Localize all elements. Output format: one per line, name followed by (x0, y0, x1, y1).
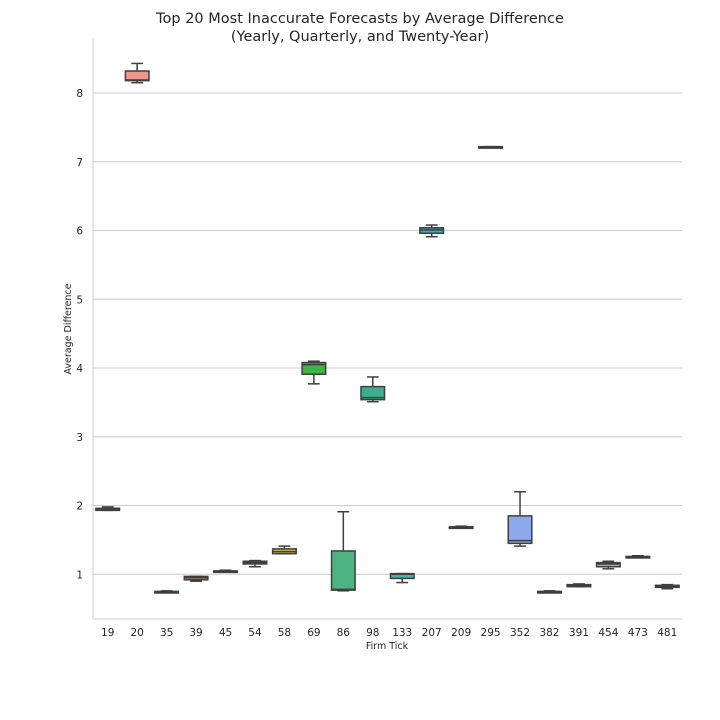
box-19 (95, 506, 121, 512)
axes (92, 38, 682, 620)
chart-title-line-2: (Yearly, Quarterly, and Twenty-Year) (230, 29, 490, 45)
y-tick-label-2: 2 (76, 501, 83, 513)
box-295 (478, 145, 504, 149)
x-tick-label-473: 473 (628, 627, 648, 639)
box-98 (360, 376, 386, 403)
box-35 (154, 590, 180, 594)
x-tick-label-382: 382 (539, 627, 559, 639)
gridlines (93, 92, 682, 575)
box-473 (625, 554, 651, 559)
x-tick-label-295: 295 (481, 627, 501, 639)
box-382 (536, 590, 563, 594)
box-body-69 (301, 361, 327, 375)
x-tick-label-209: 209 (451, 627, 471, 639)
x-tick-label-352: 352 (510, 627, 530, 639)
box-69 (301, 360, 327, 385)
x-tick-label-69: 69 (307, 627, 320, 639)
y-tick-labels: 1 2 3 4 5 6 7 8 (76, 88, 83, 581)
box-body-86 (330, 550, 356, 591)
box-body-20 (124, 70, 150, 82)
x-tick-label-20: 20 (130, 627, 143, 639)
x-tick-label-86: 86 (337, 627, 351, 639)
y-axis-label: Average Difference (63, 283, 74, 374)
x-tick-label-45: 45 (219, 627, 232, 639)
boxes (95, 62, 680, 594)
x-tick-label-54: 54 (248, 627, 262, 639)
x-tick-label-58: 58 (278, 627, 291, 639)
x-tick-label-207: 207 (422, 627, 442, 639)
x-tick-label-133: 133 (392, 627, 412, 639)
box-481 (654, 583, 680, 590)
box-39 (183, 575, 209, 582)
y-tick-label-3: 3 (76, 432, 83, 444)
x-tick-label-391: 391 (569, 627, 589, 639)
box-body-98 (360, 385, 386, 401)
x-axis-label: Firm Tick (366, 641, 409, 652)
y-tick-label-7: 7 (76, 157, 83, 169)
box-58 (271, 545, 297, 555)
x-tick-label-35: 35 (160, 627, 173, 639)
box-45 (212, 569, 239, 574)
x-tick-label-98: 98 (366, 627, 379, 639)
box-133 (389, 572, 415, 584)
box-86 (330, 510, 356, 592)
y-tick-label-8: 8 (76, 88, 83, 100)
y-tick-label-5: 5 (76, 294, 83, 306)
x-tick-label-19: 19 (101, 627, 114, 639)
x-tick-label-481: 481 (657, 627, 677, 639)
chart-title-line-1: Top 20 Most Inaccurate Forecasts by Aver… (156, 11, 564, 27)
box-454 (595, 560, 621, 570)
box-391 (566, 583, 592, 588)
box-352 (507, 491, 533, 547)
x-tick-label-39: 39 (189, 627, 202, 639)
box-207 (419, 224, 445, 238)
y-tick-label-6: 6 (76, 226, 83, 238)
box-209 (448, 525, 474, 530)
x-tick-labels: 19 20 35 39 45 54 58 69 86 98 133 207 209 295 352 382 39… (101, 627, 677, 639)
x-tick-label-454: 454 (598, 627, 618, 639)
box-54 (242, 559, 268, 568)
y-tick-label-4: 4 (76, 363, 83, 375)
y-tick-label-1: 1 (76, 569, 83, 581)
box-20 (124, 62, 150, 84)
box-body-352 (507, 515, 533, 545)
